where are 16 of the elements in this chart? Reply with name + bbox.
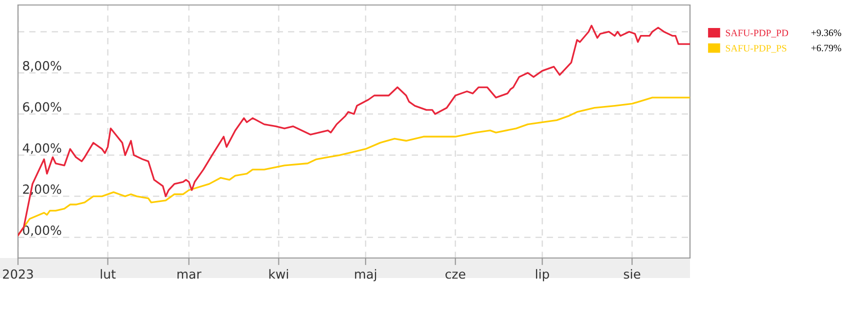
text: +9.36% [811, 30, 842, 36]
x-tick-label: cze [446, 272, 466, 279]
x-tick-label: 2023 [3, 269, 33, 279]
y-tick-label: 0,00% [22, 226, 62, 236]
x-tick-label: maj [355, 269, 376, 282]
text: +6.79% [811, 44, 842, 52]
legend-label: SAFU-PDP_PD [726, 30, 788, 38]
y-tick-label: 4,00% [22, 143, 62, 154]
y-tick-label: 8,00% [23, 61, 62, 72]
y-tick-label: 6,00% [23, 102, 62, 113]
x-tick-label: kwi [269, 269, 288, 279]
x-tick-label: lip [536, 269, 550, 282]
x-tick-label: lut [100, 269, 116, 279]
legend-label: SAFU-PDP_PS [726, 44, 786, 53]
x-tick-label: mar [178, 272, 202, 279]
x-tick-label: sie [624, 269, 640, 279]
